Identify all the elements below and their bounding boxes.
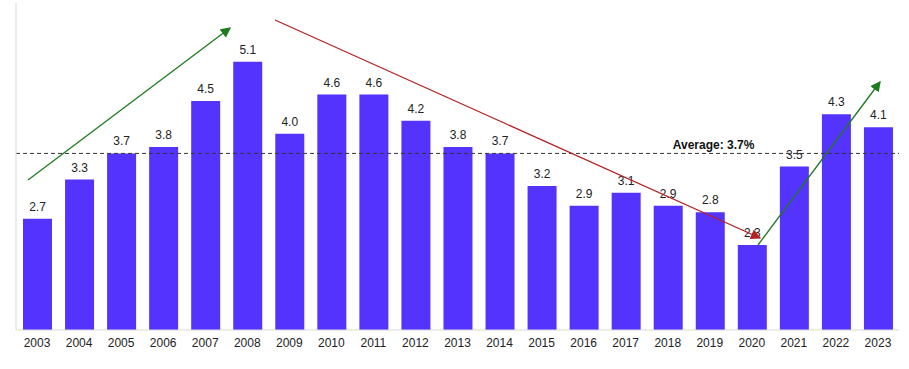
svg-text:2014: 2014	[486, 336, 513, 350]
svg-text:3.2: 3.2	[534, 167, 551, 181]
svg-text:3.5: 3.5	[786, 148, 803, 162]
svg-text:2017: 2017	[612, 336, 639, 350]
svg-text:3.7: 3.7	[113, 134, 130, 148]
svg-text:2003: 2003	[24, 336, 51, 350]
svg-text:2022: 2022	[823, 336, 850, 350]
svg-text:2010: 2010	[318, 336, 345, 350]
svg-text:2012: 2012	[402, 336, 429, 350]
svg-text:5.1: 5.1	[239, 43, 256, 57]
svg-text:2004: 2004	[66, 336, 93, 350]
svg-text:2006: 2006	[150, 336, 177, 350]
svg-text:4.1: 4.1	[870, 108, 887, 122]
svg-text:2005: 2005	[108, 336, 135, 350]
svg-text:4.6: 4.6	[323, 76, 340, 90]
svg-text:2018: 2018	[654, 336, 681, 350]
svg-text:2007: 2007	[192, 336, 219, 350]
svg-text:2.3: 2.3	[744, 226, 761, 240]
svg-text:4.0: 4.0	[281, 115, 298, 129]
svg-text:3.8: 3.8	[450, 128, 467, 142]
svg-text:4.3: 4.3	[828, 95, 845, 109]
svg-text:2023: 2023	[865, 336, 892, 350]
svg-text:2021: 2021	[781, 336, 808, 350]
svg-text:2.7: 2.7	[29, 200, 46, 214]
svg-text:2020: 2020	[738, 336, 765, 350]
svg-text:4.2: 4.2	[408, 102, 425, 116]
svg-text:3.7: 3.7	[492, 134, 509, 148]
svg-text:2009: 2009	[276, 336, 303, 350]
svg-text:4.6: 4.6	[366, 76, 383, 90]
svg-text:2016: 2016	[570, 336, 597, 350]
svg-text:3.1: 3.1	[618, 174, 635, 188]
svg-text:2011: 2011	[360, 336, 386, 350]
svg-text:2019: 2019	[696, 336, 723, 350]
svg-text:3.8: 3.8	[155, 128, 172, 142]
svg-text:Average: 3.7%: Average: 3.7%	[673, 138, 755, 152]
svg-text:4.5: 4.5	[197, 82, 214, 96]
svg-text:2015: 2015	[528, 336, 555, 350]
svg-text:2.8: 2.8	[702, 193, 719, 207]
svg-text:2008: 2008	[234, 336, 261, 350]
svg-text:2.9: 2.9	[576, 187, 593, 201]
svg-text:3.3: 3.3	[71, 161, 88, 175]
svg-text:2013: 2013	[444, 336, 471, 350]
svg-text:2.9: 2.9	[660, 187, 677, 201]
